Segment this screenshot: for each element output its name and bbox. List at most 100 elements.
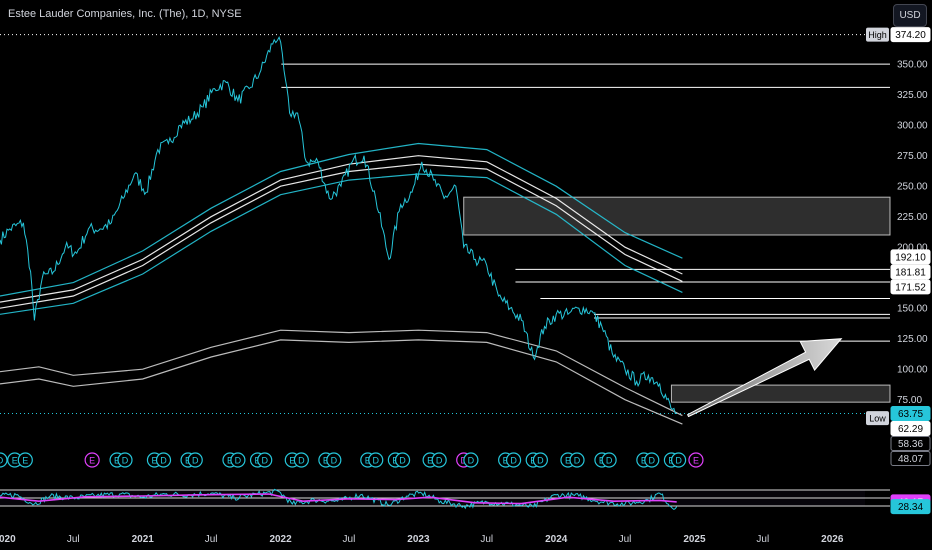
x-tick-label: 2022 xyxy=(269,534,292,545)
event-marker-11[interactable]: D xyxy=(230,452,246,468)
event-marker-label: E xyxy=(427,456,433,466)
event-marker-label: D xyxy=(606,456,613,466)
y-tick-label: 150.00 xyxy=(897,304,928,315)
zone-box-0[interactable] xyxy=(463,196,891,236)
event-marker-label: D xyxy=(0,456,4,466)
event-marker-3[interactable]: E xyxy=(84,452,100,468)
event-marker-31[interactable]: D xyxy=(569,452,585,468)
event-marker-25[interactable]: D xyxy=(463,452,479,468)
event-marker-circle[interactable] xyxy=(644,452,660,468)
event-marker-label: D xyxy=(399,456,406,466)
event-marker-label: D xyxy=(160,456,167,466)
price-label-374-20-text: 374.20 xyxy=(895,30,926,41)
price-label-171-52: 171.52 xyxy=(890,279,931,295)
event-marker-circle[interactable] xyxy=(0,452,8,468)
event-marker-0[interactable]: D xyxy=(0,452,8,468)
event-marker-label: E xyxy=(114,456,120,466)
price-label-58-36: 58.36 xyxy=(890,435,931,451)
event-marker-label: E xyxy=(151,456,157,466)
y-tick-label: 100.00 xyxy=(897,365,928,376)
event-marker-29[interactable]: D xyxy=(532,452,548,468)
event-marker-23[interactable]: D xyxy=(431,452,447,468)
event-marker-label: D xyxy=(537,456,544,466)
event-marker-circle[interactable] xyxy=(569,452,585,468)
event-marker-17[interactable]: D xyxy=(326,452,342,468)
event-marker-circle[interactable] xyxy=(187,452,203,468)
price-label-192-10-bg xyxy=(890,249,931,265)
event-marker-circle[interactable] xyxy=(532,452,548,468)
event-marker-circle[interactable] xyxy=(117,452,133,468)
price-label-181-81-bg xyxy=(890,264,931,280)
event-marker-label: E xyxy=(22,456,28,466)
low-tag-bg xyxy=(866,411,889,426)
event-marker-label: D xyxy=(510,456,517,466)
trend-arrow[interactable] xyxy=(686,338,843,418)
event-marker-2[interactable]: E xyxy=(17,452,33,468)
event-marker-15[interactable]: D xyxy=(293,452,309,468)
price-label-63-75-text: 63.75 xyxy=(898,409,923,420)
event-marker-circle[interactable] xyxy=(368,452,384,468)
price-label-48-07-text: 48.07 xyxy=(898,454,923,465)
event-marker-label: D xyxy=(298,456,305,466)
oscillator-signal-line xyxy=(0,493,677,505)
y-tick-label: 300.00 xyxy=(897,121,928,132)
event-marker-circle[interactable] xyxy=(17,452,33,468)
event-marker-circle[interactable] xyxy=(326,452,342,468)
event-marker-label: D xyxy=(675,456,682,466)
event-marker-35[interactable]: D xyxy=(644,452,660,468)
price-label-192-10: 192.10 xyxy=(890,249,931,265)
event-marker-circle[interactable] xyxy=(431,452,447,468)
event-marker-circle[interactable] xyxy=(230,452,246,468)
x-tick-label: Jul xyxy=(67,534,80,545)
price-label-181-81: 181.81 xyxy=(890,264,931,280)
x-tick-label: 2021 xyxy=(132,534,155,545)
chart-title: Estee Lauder Companies, Inc. (The), 1D, … xyxy=(8,8,242,20)
event-marker-38[interactable]: E xyxy=(688,452,704,468)
event-marker-circle[interactable] xyxy=(293,452,309,468)
event-marker-circle[interactable] xyxy=(394,452,411,468)
event-marker-label: E xyxy=(12,456,18,466)
event-marker-37[interactable]: D xyxy=(670,452,687,468)
event-marker-27[interactable]: D xyxy=(505,452,522,468)
oscillator-label-28-34-text: 28.34 xyxy=(898,502,923,513)
event-marker-9[interactable]: D xyxy=(187,452,203,468)
event-marker-circle[interactable] xyxy=(84,452,100,468)
event-marker-circle[interactable] xyxy=(505,452,522,468)
price-label-62-29-bg xyxy=(890,420,931,436)
x-tick-label: 2026 xyxy=(821,534,844,545)
x-tick-label: Jul xyxy=(205,534,218,545)
moving-average-line-5 xyxy=(0,339,683,425)
event-marker-circle[interactable] xyxy=(257,452,273,468)
moving-average-line-3 xyxy=(0,173,683,315)
price-label-63-75: 63.75 xyxy=(890,405,931,421)
zone-box-1[interactable] xyxy=(670,384,891,403)
event-marker-label: D xyxy=(331,456,338,466)
event-marker-circle[interactable] xyxy=(670,452,687,468)
event-marker-5[interactable]: D xyxy=(117,452,133,468)
x-tick-label: Jul xyxy=(480,534,493,545)
event-marker-7[interactable]: D xyxy=(155,452,172,468)
event-marker-circle[interactable] xyxy=(601,452,617,468)
x-tick-label: 2020 xyxy=(0,534,16,545)
x-tick-label: 2024 xyxy=(545,534,568,545)
y-tick-label: 350.00 xyxy=(897,60,928,71)
event-marker-19[interactable]: D xyxy=(368,452,384,468)
currency-button[interactable]: USD xyxy=(893,4,927,27)
event-marker-circle[interactable] xyxy=(688,452,704,468)
event-marker-13[interactable]: D xyxy=(257,452,273,468)
event-marker-circle[interactable] xyxy=(155,452,172,468)
x-tick-label: 2025 xyxy=(683,534,706,545)
event-marker-21[interactable]: D xyxy=(394,452,411,468)
event-marker-label: D xyxy=(468,456,475,466)
event-marker-33[interactable]: D xyxy=(601,452,617,468)
event-marker-label: D xyxy=(235,456,242,466)
event-marker-label: E xyxy=(693,456,699,466)
price-label-62-29: 62.29 xyxy=(890,420,931,436)
event-marker-label: D xyxy=(192,456,199,466)
event-marker-label: E xyxy=(323,456,329,466)
price-label-374-20: 374.20 xyxy=(890,27,931,43)
event-marker-label: E xyxy=(289,456,295,466)
low-tag-text: Low xyxy=(869,414,886,424)
event-marker-circle[interactable] xyxy=(463,452,479,468)
